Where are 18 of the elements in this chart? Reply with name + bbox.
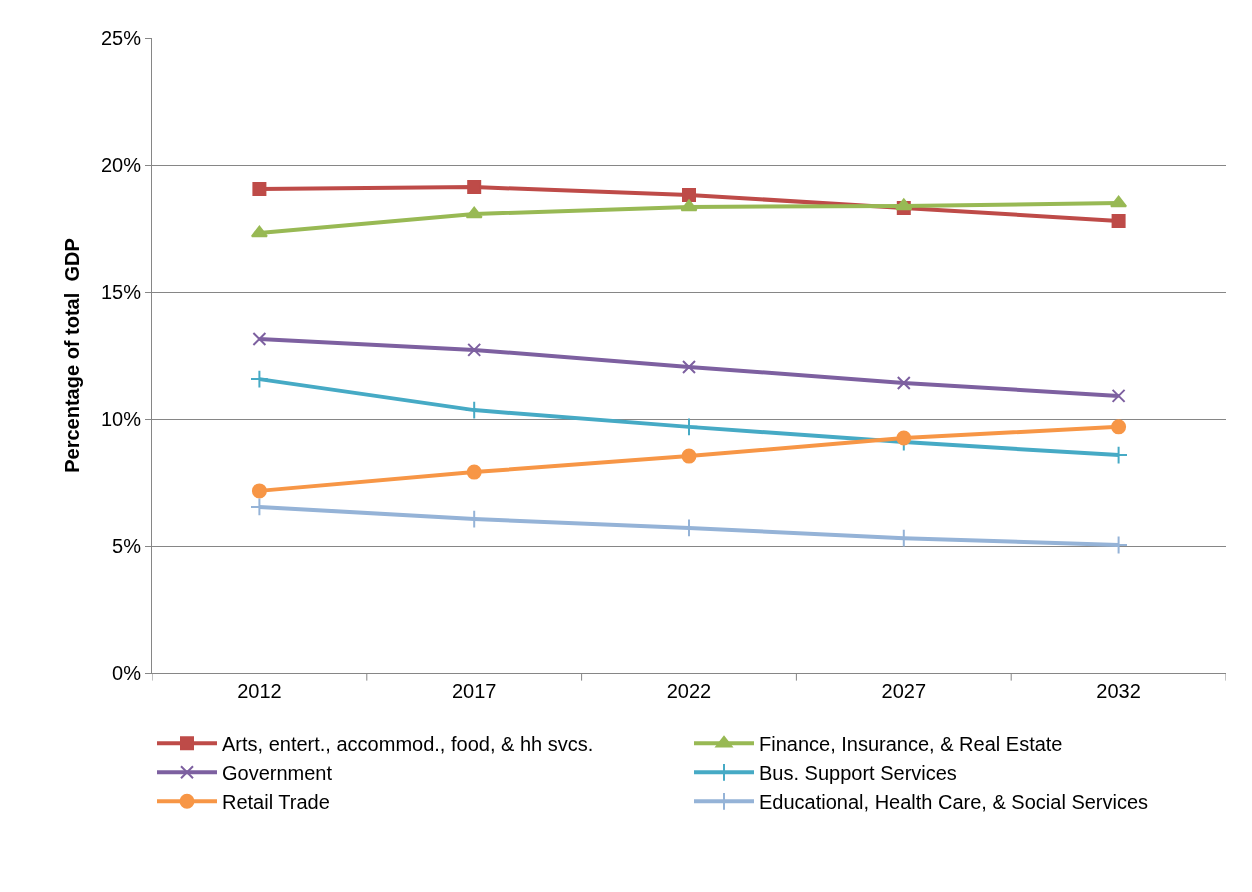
y-tick-label: 5% — [112, 535, 142, 557]
x-tick-label: 2017 — [451, 680, 497, 702]
x-tick-label: 2032 — [1096, 680, 1141, 702]
x-tick-label: 2012 — [237, 680, 282, 702]
legend-label: Educational, Health Care, & Social Services — [759, 791, 1149, 814]
y-axis-title: Percentage of total GDP — [61, 238, 84, 473]
legend-label: Bus. Support Services — [759, 762, 957, 785]
y-tick-label: 10% — [100, 408, 142, 430]
x-tick-label: 2027 — [881, 680, 927, 702]
legend-label: Government — [222, 762, 333, 785]
x-tick-label: 2022 — [666, 680, 712, 702]
y-tick-label: 20% — [100, 154, 142, 176]
legend-label: Retail Trade — [222, 791, 330, 814]
legend-label: Arts, entert., accommod., food, & hh svcs. — [222, 733, 594, 756]
y-tick-label: 0% — [112, 662, 142, 684]
y-tick-label: 25% — [100, 27, 142, 49]
legend-label: Finance, Insurance, & Real Estate — [759, 733, 1063, 756]
y-tick-label: 15% — [100, 281, 142, 303]
